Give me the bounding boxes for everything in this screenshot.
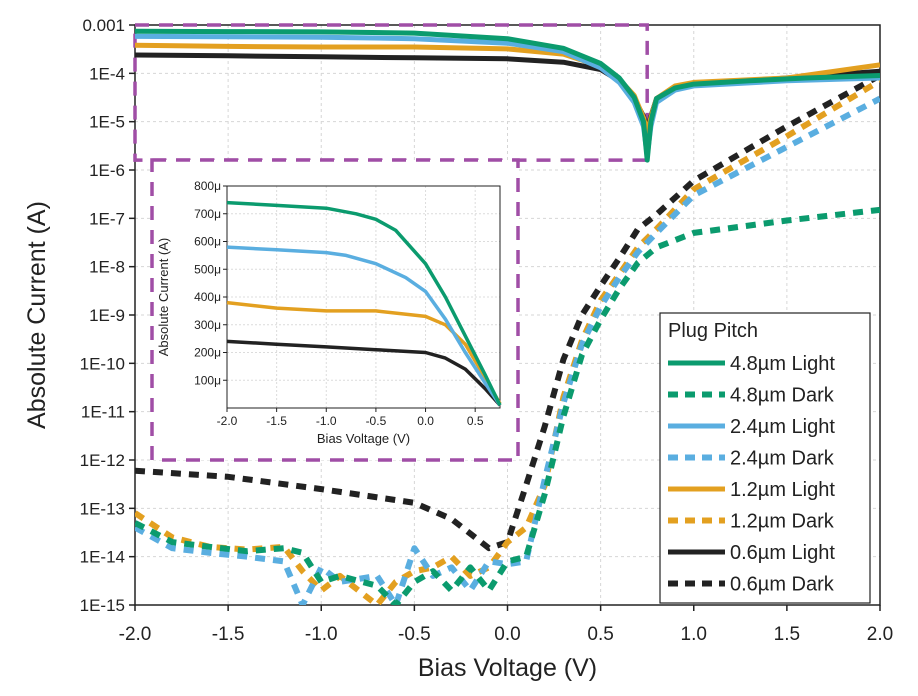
- inset-y-tick-label: 800μ: [194, 179, 221, 193]
- inset-y-tick-label: 500μ: [194, 262, 221, 276]
- x-tick-label: 0.0: [494, 624, 520, 645]
- series-line-0-6-m-dark: [135, 72, 880, 552]
- legend-title: Plug Pitch: [668, 320, 758, 342]
- inset-y-tick-label: 200μ: [194, 346, 221, 360]
- x-tick-label: 0.5: [587, 624, 613, 645]
- y-tick-label: 1E-5: [89, 113, 125, 132]
- legend-entry-label: 4.8µm Light: [730, 353, 835, 375]
- inset-y-tick-label: 100μ: [194, 373, 221, 387]
- inset-series-line-2-4-m-light: [226, 245, 502, 407]
- y-tick-label: 1E-13: [80, 499, 125, 518]
- y-tick-label: 1E-6: [89, 161, 125, 180]
- series-line-4-8-m-light: [135, 28, 880, 163]
- x-tick-label: -0.5: [398, 624, 431, 645]
- inset-x-tick-label: -2.0: [217, 414, 238, 428]
- x-tick-label: -2.0: [119, 624, 152, 645]
- inset-y-tick-label: 600μ: [194, 235, 221, 249]
- zoom-region-box: [133, 23, 649, 162]
- legend-entry-label: 4.8µm Dark: [730, 385, 835, 407]
- y-tick-label: 0.001: [82, 16, 125, 35]
- y-tick-label: 1E-8: [89, 258, 125, 277]
- y-axis-label: Absolute Current (A): [23, 201, 51, 429]
- legend-entry-label: 1.2µm Light: [730, 479, 835, 501]
- inset-series-line-4-8-m-light: [226, 200, 502, 406]
- inset-x-tick-label: -0.5: [366, 414, 387, 428]
- y-tick-label: 1E-15: [80, 596, 125, 615]
- y-tick-label: 1E-9: [89, 306, 125, 325]
- legend-entry-label: 2.4µm Dark: [730, 448, 835, 470]
- inset-y-tick-label: 700μ: [194, 207, 221, 221]
- series-line-1-2-m-dark: [135, 78, 880, 605]
- y-tick-label: 1E-7: [89, 209, 125, 228]
- y-tick-label: 1E-14: [80, 548, 125, 567]
- series-group: [135, 28, 880, 605]
- x-tick-label: 1.5: [774, 624, 800, 645]
- inset-x-axis-label: Bias Voltage (V): [317, 431, 410, 446]
- legend-entry-label: 2.4µm Light: [730, 416, 835, 438]
- x-tick-label: -1.0: [305, 624, 338, 645]
- inset-x-tick-label: 0.5: [467, 414, 484, 428]
- x-tick-label: 1.0: [681, 624, 707, 645]
- inset-x-tick-label: -1.5: [266, 414, 287, 428]
- inset-y-tick-label: 400μ: [194, 290, 221, 304]
- y-tick-label: 1E-10: [80, 354, 125, 373]
- series-line-4-8-m-dark: [135, 206, 880, 605]
- legend-entry-label: 0.6µm Dark: [730, 574, 835, 596]
- inset-y-axis-label: Absolute Current (A): [156, 238, 171, 357]
- inset-series-line-0-6-m-light: [226, 339, 502, 407]
- inset-y-tick-label: 300μ: [194, 318, 221, 332]
- y-tick-label: 1E-11: [81, 403, 125, 422]
- x-tick-label: -1.5: [212, 624, 245, 645]
- y-tick-label: 1E-12: [80, 451, 125, 470]
- inset-x-tick-label: -1.0: [316, 414, 337, 428]
- legend-entry-label: 1.2µm Dark: [730, 511, 835, 533]
- inset-series-line-1-2-m-light: [226, 300, 502, 405]
- inset-frame-dashed: [150, 158, 520, 462]
- series-line-2-4-m-dark: [135, 95, 880, 605]
- inset-plot: -2.0 -1.5 -1.0 -0.5 0.0 0.5 100μ 200μ 300μ 400μ 50…: [156, 179, 502, 446]
- legend-entry-label: 0.6µm Light: [730, 542, 835, 564]
- inset-x-tick-label: 0.0: [417, 414, 434, 428]
- y-tick-label: 1E-4: [89, 64, 125, 83]
- x-tick-label: 2.0: [867, 624, 893, 645]
- x-axis-label: Bias Voltage (V): [418, 654, 597, 682]
- legend: Plug Pitch 4.8µm Light 4.8µm Dark 2.4µm Lig…: [659, 312, 871, 604]
